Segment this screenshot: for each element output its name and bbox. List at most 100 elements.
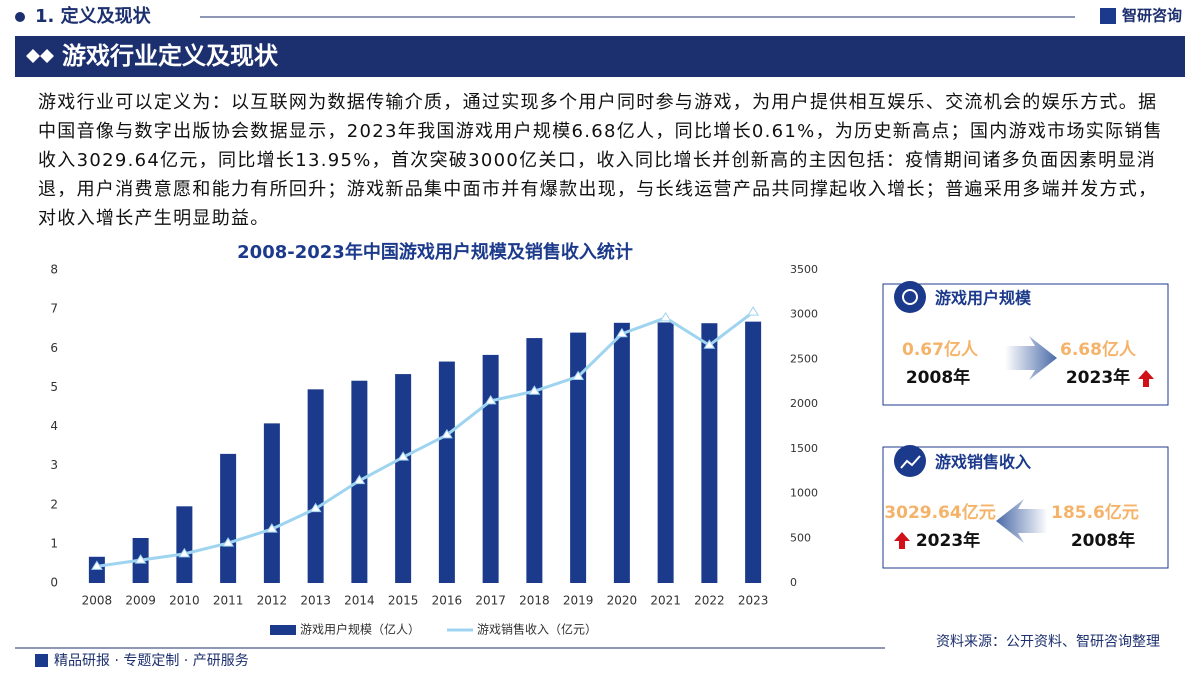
legend-label: 游戏用户规模（亿人） bbox=[300, 622, 420, 637]
panel-icon bbox=[902, 289, 918, 305]
bar bbox=[307, 389, 324, 583]
marker bbox=[703, 339, 716, 349]
panel-icon bbox=[900, 455, 921, 469]
marker bbox=[134, 554, 147, 564]
marker bbox=[353, 474, 366, 485]
bullet bbox=[15, 12, 25, 22]
y2-tick-label: 500 bbox=[790, 531, 811, 544]
x-tick-label: 2016 bbox=[432, 594, 463, 608]
panel-icon bbox=[894, 445, 926, 477]
marker bbox=[90, 560, 103, 570]
x-tick-label: 2023 bbox=[738, 594, 769, 608]
y-tick-label: 1 bbox=[50, 536, 58, 550]
chart-title: 2008-2023年中国游戏用户规模及销售收入统计 bbox=[237, 241, 633, 263]
y2-tick-label: 3500 bbox=[790, 263, 818, 276]
x-tick-label: 2021 bbox=[650, 594, 681, 608]
x-tick-label: 2013 bbox=[300, 594, 331, 608]
bar bbox=[613, 322, 630, 583]
bar bbox=[745, 321, 762, 583]
y2-tick-label: 1000 bbox=[790, 487, 818, 500]
y-tick-label: 6 bbox=[50, 341, 58, 355]
bar bbox=[263, 423, 280, 583]
y-tick-label: 3 bbox=[50, 458, 58, 472]
x-tick-label: 2018 bbox=[519, 594, 550, 608]
banner bbox=[15, 36, 1185, 77]
panel: 游戏用户规模 0.67亿人 2008年 6.68亿人 2023年 bbox=[882, 281, 1169, 406]
marker bbox=[178, 547, 191, 558]
y-tick-label: 2 bbox=[50, 497, 58, 511]
bar bbox=[657, 322, 674, 583]
panel-year: 2008年 bbox=[1071, 530, 1135, 551]
panel-year: 2023年 bbox=[1066, 367, 1130, 388]
y2-tick-label: 0 bbox=[790, 576, 797, 589]
y-tick-label: 7 bbox=[50, 302, 58, 316]
marker bbox=[484, 394, 497, 405]
line bbox=[96, 310, 755, 568]
x-tick-label: 2017 bbox=[475, 594, 506, 608]
x-tick-label: 2010 bbox=[169, 594, 200, 608]
marker bbox=[528, 385, 541, 395]
paragraph: 游戏行业可以定义为：以互联网为数据传输介质，通过实现多个用户同时参与游戏，为用户… bbox=[38, 92, 1163, 229]
y-tick-label: 4 bbox=[50, 419, 58, 433]
x-tick-label: 2012 bbox=[257, 594, 288, 608]
y-tick-label: 8 bbox=[50, 263, 58, 277]
y2-tick-label: 3000 bbox=[790, 308, 818, 321]
marker bbox=[747, 306, 760, 316]
y2-tick-label: 2500 bbox=[790, 352, 818, 365]
marker bbox=[309, 502, 322, 513]
panel-title: 游戏用户规模 bbox=[935, 289, 1032, 308]
marker bbox=[440, 428, 453, 439]
up-arrow bbox=[1138, 370, 1154, 387]
panel-value: 6.68亿人 bbox=[1060, 339, 1137, 360]
banner-title: 游戏行业定义及现状 bbox=[62, 42, 279, 70]
panel-icon bbox=[894, 281, 926, 313]
banner-icon bbox=[26, 49, 54, 63]
panel-title: 游戏销售收入 bbox=[935, 453, 1031, 472]
bar bbox=[395, 374, 412, 583]
panel-value: 3029.64亿元 bbox=[884, 502, 995, 523]
x-tick-label: 2020 bbox=[607, 594, 638, 608]
up-arrow bbox=[894, 532, 910, 549]
y2-tick-label: 2000 bbox=[790, 397, 818, 410]
marker bbox=[572, 370, 585, 381]
marker bbox=[659, 311, 672, 322]
logo-icon bbox=[35, 654, 48, 667]
logo: 智研咨询 bbox=[1122, 7, 1182, 25]
bar bbox=[438, 361, 455, 583]
footer-tagline: 精品研报 · 专题定制 · 产研服务 bbox=[54, 653, 249, 669]
bar bbox=[220, 453, 237, 583]
arrow bbox=[1005, 336, 1057, 380]
x-tick-label: 2019 bbox=[563, 594, 594, 608]
bar bbox=[176, 506, 193, 583]
marker bbox=[222, 537, 235, 547]
marker bbox=[265, 523, 278, 533]
x-tick-label: 2015 bbox=[388, 594, 419, 608]
panel-box bbox=[882, 283, 1169, 406]
x-tick-label: 2008 bbox=[82, 594, 113, 608]
arrow bbox=[996, 499, 1048, 543]
marker bbox=[397, 451, 410, 461]
legend-swatch bbox=[270, 625, 296, 635]
x-tick-label: 2009 bbox=[125, 594, 156, 608]
legend-label: 游戏销售收入（亿元） bbox=[477, 622, 597, 637]
panel-year: 2008年 bbox=[906, 367, 970, 388]
panel-year: 2023年 bbox=[916, 530, 980, 551]
panel-value: 0.67亿人 bbox=[902, 339, 979, 360]
y-tick-label: 5 bbox=[50, 380, 58, 394]
source: 资料来源：公开资料、智研咨询整理 bbox=[936, 634, 1160, 650]
bar bbox=[570, 332, 587, 583]
chart: 2008-2023年中国游戏用户规模及销售收入统计 0 1 2 3 4 5 6 7 8 0 500 1… bbox=[50, 241, 818, 637]
x-tick-label: 2011 bbox=[213, 594, 244, 608]
bar bbox=[701, 323, 718, 583]
logo-icon bbox=[1100, 8, 1116, 24]
panel-box bbox=[882, 446, 1169, 569]
panel-value: 185.6亿元 bbox=[1051, 502, 1139, 523]
y-tick-label: 0 bbox=[50, 576, 58, 590]
x-tick-label: 2014 bbox=[344, 594, 375, 608]
marker bbox=[615, 327, 628, 338]
bar bbox=[526, 338, 543, 583]
y2-tick-label: 1500 bbox=[790, 442, 818, 455]
x-tick-label: 2022 bbox=[694, 594, 725, 608]
